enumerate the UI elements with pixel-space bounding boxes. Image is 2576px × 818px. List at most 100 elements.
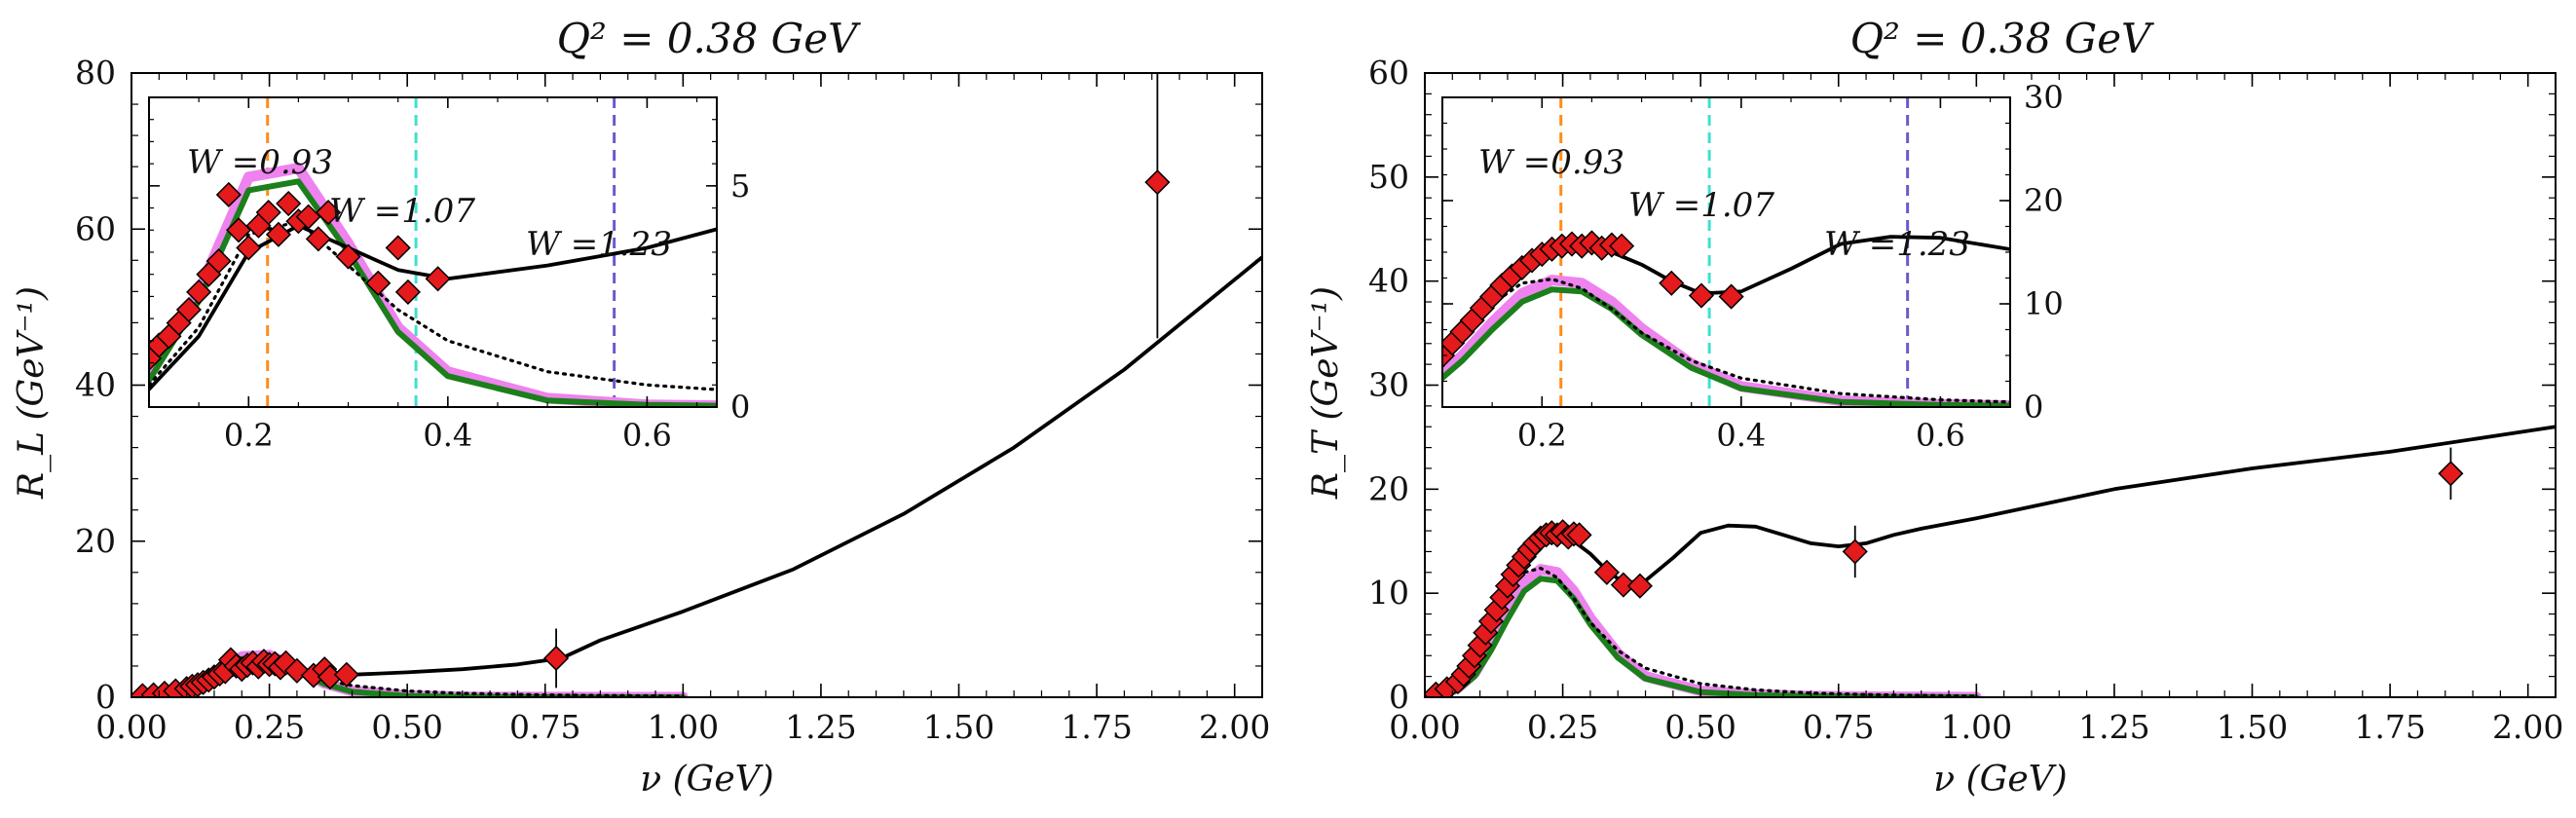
series-line-green-band bbox=[1438, 576, 1980, 697]
inset-axes-frame-rl bbox=[148, 96, 718, 408]
data-point bbox=[283, 657, 310, 684]
data-point bbox=[215, 181, 242, 208]
main-axes-frame-rt bbox=[1424, 72, 2557, 698]
y-tick-label: 0 bbox=[95, 678, 116, 716]
inset-axes-frame-rt bbox=[1441, 96, 2011, 408]
w-threshold-label: W =0.93 bbox=[187, 143, 333, 182]
w-threshold-label: W =1.23 bbox=[526, 225, 672, 264]
x-tick-label: 1.75 bbox=[1061, 708, 1132, 746]
data-point bbox=[394, 279, 421, 305]
x-tick-label: 0.4 bbox=[1716, 417, 1766, 454]
data-point bbox=[333, 661, 359, 688]
x-tick-label: 1.25 bbox=[2078, 708, 2149, 746]
data-point bbox=[255, 200, 281, 226]
chart-title-rl: Q² = 0.38 GeV bbox=[557, 15, 861, 62]
y-axis-label-rl: R_L (GeV⁻¹) bbox=[12, 286, 52, 500]
data-point bbox=[335, 243, 361, 270]
x-tick-label: 0.00 bbox=[1389, 708, 1460, 746]
data-point bbox=[385, 235, 411, 261]
y-tick-label: 30 bbox=[1368, 366, 1409, 404]
x-tick-label: 0.4 bbox=[423, 417, 472, 454]
w-threshold-label: W =1.07 bbox=[1628, 186, 1774, 225]
x-tick-label: 0.50 bbox=[1664, 708, 1736, 746]
x-tick-label: 0.2 bbox=[224, 417, 274, 454]
x-tick-label: 1.25 bbox=[785, 708, 856, 746]
series-group bbox=[1425, 425, 2556, 697]
plot-area-rl: 0.00 0.25 0.50 0.75 1.00 1.25 1.50 1.75 2.000204… bbox=[75, 54, 1270, 746]
data-point bbox=[1626, 573, 1653, 599]
data-point bbox=[118, 360, 141, 384]
x-tick-label: 1.00 bbox=[648, 708, 719, 746]
data-point bbox=[205, 248, 232, 275]
x-tick-label: 1.00 bbox=[1941, 708, 2012, 746]
x-axis-label-rl: ν (GeV) bbox=[640, 760, 773, 799]
w-threshold-label: W =0.93 bbox=[1478, 143, 1624, 182]
y-tick-label: 5 bbox=[730, 167, 750, 204]
x-tick-label: 0.6 bbox=[622, 417, 672, 454]
data-point bbox=[1144, 169, 1171, 196]
x-tick-label: 0.6 bbox=[1916, 417, 1965, 454]
x-tick-label: 0.75 bbox=[1803, 708, 1874, 746]
chart-panel-rl: Q² = 0.38 GeV ν (GeV) R_L (GeV⁻¹) 0.00 0.… bbox=[12, 15, 1270, 799]
x-tick-label: 2.00 bbox=[1199, 708, 1270, 746]
y-tick-label: 30 bbox=[2024, 79, 2064, 116]
data-point bbox=[2438, 461, 2464, 487]
data-point bbox=[1609, 233, 1635, 259]
data-point bbox=[425, 266, 451, 292]
data-point bbox=[365, 270, 392, 296]
plot-area-rt: 0.00 0.25 0.50 0.75 1.00 1.25 1.50 1.75 2.00 0 10 2… bbox=[1368, 54, 2563, 746]
main-axes-frame-rl bbox=[131, 72, 1263, 698]
data-point bbox=[1610, 572, 1636, 598]
series-line-violet-band bbox=[149, 163, 717, 407]
series-line-solid-black bbox=[149, 223, 717, 391]
data-point bbox=[543, 645, 570, 671]
x-tick-label: 0.25 bbox=[234, 708, 305, 746]
series-line-green-band bbox=[149, 178, 717, 407]
data-point bbox=[236, 235, 262, 261]
x-tick-label: 2.00 bbox=[2492, 708, 2563, 746]
y-tick-label: 10 bbox=[2024, 285, 2064, 322]
chart-panel-rt: Q² = 0.38 GeV ν (GeV) R_T (GeV⁻¹) 0.00 0.… bbox=[1306, 15, 2563, 799]
x-tick-label: 1.50 bbox=[923, 708, 994, 746]
x-tick-label: 1.50 bbox=[2217, 708, 2288, 746]
data-point bbox=[2109, 251, 2132, 275]
data-point bbox=[1593, 559, 1620, 585]
data-point bbox=[273, 650, 299, 676]
y-tick-label: 10 bbox=[1368, 574, 1409, 612]
series-line-dotted-black bbox=[1442, 278, 2010, 404]
series-line-solid-black bbox=[1439, 425, 2556, 694]
data-point bbox=[316, 200, 342, 226]
y-tick-label: 0 bbox=[2024, 389, 2043, 426]
series-group bbox=[118, 163, 828, 407]
series-group bbox=[1442, 230, 2132, 407]
y-tick-label: 40 bbox=[1368, 262, 1409, 300]
y-tick-label: 0 bbox=[730, 389, 750, 426]
series-line-violet-band bbox=[1436, 564, 1982, 697]
y-tick-label: 20 bbox=[2024, 182, 2064, 219]
y-tick-label: 40 bbox=[75, 366, 116, 404]
x-tick-label: 1.75 bbox=[2354, 708, 2425, 746]
y-tick-label: 20 bbox=[75, 522, 116, 560]
x-tick-label: 0.75 bbox=[509, 708, 580, 746]
data-point bbox=[1566, 522, 1592, 548]
data-point bbox=[265, 221, 292, 247]
y-axis-label-rt: R_T (GeV⁻¹) bbox=[1306, 286, 1346, 500]
data-point bbox=[1842, 539, 1868, 565]
y-tick-label: 60 bbox=[1368, 54, 1409, 92]
y-tick-label: 80 bbox=[75, 54, 116, 92]
data-point bbox=[305, 226, 331, 252]
inset-rt: W =0.93W =1.07 W =1.23 0.2 0.4 0.6 0 10 20 30 bbox=[1441, 79, 2132, 454]
data-point bbox=[175, 296, 202, 323]
data-point bbox=[804, 174, 828, 198]
x-tick-label: 0.50 bbox=[371, 708, 442, 746]
x-tick-label: 0.2 bbox=[1517, 417, 1567, 454]
x-axis-label-rt: ν (GeV) bbox=[1933, 760, 2067, 799]
data-point bbox=[276, 190, 302, 217]
y-tick-label: 20 bbox=[1368, 469, 1409, 507]
w-threshold-label: W =1.07 bbox=[329, 192, 475, 231]
w-threshold-label: W =1.23 bbox=[1824, 225, 1970, 264]
data-point bbox=[1659, 270, 1685, 296]
data-point bbox=[1688, 282, 1714, 309]
x-tick-label: 0.00 bbox=[95, 708, 167, 746]
